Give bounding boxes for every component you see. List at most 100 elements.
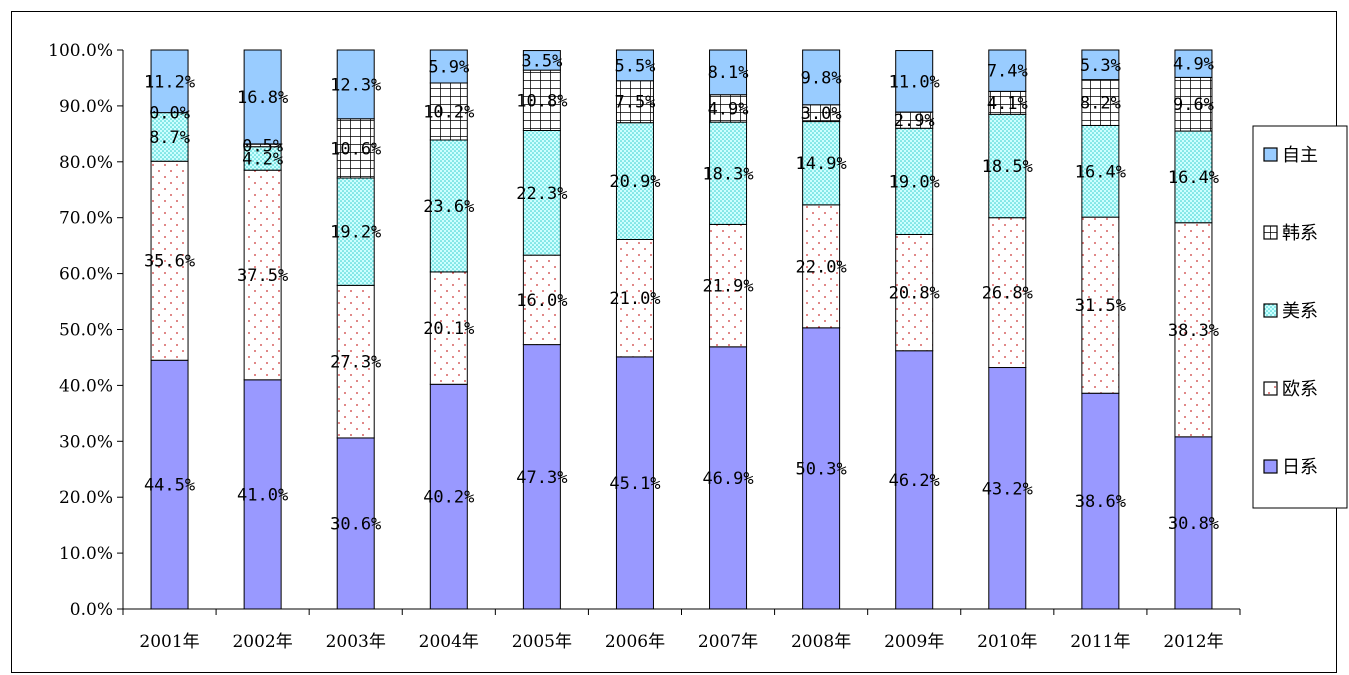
bar-segment: [522, 50, 561, 71]
data-label: 46.2%: [889, 471, 940, 491]
data-label: 18.5%: [982, 157, 1033, 177]
x-tick-label: 2001年: [139, 632, 199, 652]
bar-segment: [895, 233, 934, 352]
data-label: 43.2%: [982, 479, 1033, 499]
bar-segment: [429, 82, 468, 141]
data-label: 4.1%: [987, 94, 1028, 114]
data-label: 3.5%: [521, 51, 562, 71]
bar-segment: [1081, 124, 1120, 218]
data-label: 30.8%: [1168, 514, 1219, 534]
y-tick-label: 30.0%: [59, 432, 113, 452]
bar-segment: [988, 217, 1027, 369]
bar-segment: [522, 129, 561, 256]
data-label: 2.9%: [894, 111, 935, 131]
bars: [150, 49, 1213, 610]
y-tick-label: 20.0%: [59, 488, 113, 508]
data-label: 8.7%: [149, 128, 190, 148]
bar-segment: [802, 49, 841, 106]
data-label: 19.0%: [889, 172, 940, 192]
bar-segment: [615, 80, 654, 124]
legend-label: 欧系: [1282, 379, 1318, 400]
data-label: 37.5%: [237, 266, 288, 286]
bar-segment: [1174, 49, 1213, 78]
data-label: 22.3%: [516, 184, 567, 204]
bar-segment: [709, 223, 748, 348]
bar-segment: [1174, 76, 1213, 132]
y-axis: 0.0% 10.0% 20.0% 30.0% 40.0% 50.0% 60.0% 70.0% 8…: [48, 41, 124, 620]
data-label: 5.9%: [428, 57, 469, 77]
data-label: 18.3%: [702, 164, 753, 184]
data-label: 4.2%: [242, 149, 283, 169]
data-label: 9.8%: [801, 68, 842, 88]
data-label: 21.9%: [702, 277, 753, 297]
data-label: 4.9%: [708, 99, 749, 119]
data-label: 20.1%: [423, 319, 474, 339]
data-label: 38.6%: [1075, 492, 1126, 512]
data-label: 8.2%: [1080, 94, 1121, 114]
x-axis: 2001年 2002年 2003年 2004年 2005年 2006年 2007年 2008年…: [122, 608, 1241, 652]
bar-segment: [895, 50, 934, 113]
bar-segment: [895, 127, 934, 235]
bar-segment: [615, 122, 654, 241]
bar-segment: [988, 49, 1027, 92]
x-tick-label: 2008年: [791, 632, 851, 652]
bar-segment: [336, 284, 375, 439]
data-label: 50.3%: [796, 459, 847, 479]
bar-segment: [802, 204, 841, 329]
data-label: 4.9%: [1173, 55, 1214, 75]
legend-label: 韩系: [1282, 223, 1318, 244]
y-tick-label: 40.0%: [59, 376, 113, 396]
bar-segment: [1081, 49, 1120, 81]
data-label: 40.2%: [423, 488, 474, 508]
bar-segment: [615, 49, 654, 82]
x-tick-label: 2007年: [698, 632, 758, 652]
x-tick-label: 2009年: [884, 632, 944, 652]
legend-swatch: [1263, 303, 1278, 318]
data-label: 31.5%: [1075, 296, 1126, 316]
data-label: 0.5%: [242, 136, 283, 156]
data-label: 11.0%: [889, 72, 940, 92]
bar-segment: [429, 139, 468, 273]
data-label: 45.1%: [609, 474, 660, 494]
x-tick-label: 2003年: [326, 632, 386, 652]
data-label: 7.4%: [987, 62, 1028, 82]
data-label: 26.8%: [982, 284, 1033, 304]
data-label: 16.4%: [1168, 168, 1219, 188]
data-label: 23.6%: [423, 197, 474, 217]
bar-segment: [243, 169, 282, 381]
value-labels: 44.5% 35.6% 8.7% 0.0% 11.2% 41.0% 37.5% 4.2%0.5…: [144, 51, 1219, 534]
data-label: 21.0%: [609, 289, 660, 309]
data-label: 16.4%: [1075, 162, 1126, 182]
bar-segment: [1174, 222, 1213, 438]
y-tick-label: 70.0%: [59, 209, 113, 229]
data-label: 8.1%: [708, 63, 749, 83]
legend-label: 日系: [1282, 457, 1318, 478]
data-label: 11.2%: [144, 72, 195, 92]
legend-swatch: [1263, 381, 1278, 396]
data-label: 10.8%: [516, 91, 567, 111]
data-label: 22.0%: [796, 257, 847, 277]
data-label: 12.3%: [330, 75, 381, 95]
data-label: 35.6%: [144, 252, 195, 272]
bar-segment: [429, 271, 468, 385]
bar-segment: [1081, 79, 1120, 126]
data-label: 27.3%: [330, 353, 381, 373]
bar-segment: [1174, 436, 1213, 610]
bar-segment: [988, 367, 1027, 610]
data-label: 0.0%: [149, 104, 190, 124]
data-label: 47.3%: [516, 468, 567, 488]
data-label: 20.9%: [609, 172, 660, 192]
data-label: 5.3%: [1080, 56, 1121, 76]
legend-label: 美系: [1282, 301, 1318, 322]
data-label: 38.3%: [1168, 321, 1219, 341]
x-tick-label: 2010年: [977, 632, 1037, 652]
data-label: 44.5%: [144, 476, 195, 496]
legend-swatch: [1263, 147, 1278, 162]
y-tick-label: 10.0%: [59, 544, 113, 564]
bar-segment: [1174, 130, 1213, 224]
data-label: 10.6%: [330, 139, 381, 159]
bar-segment: [709, 121, 748, 225]
bar-segment: [243, 49, 282, 145]
data-label: 16.8%: [237, 88, 288, 108]
